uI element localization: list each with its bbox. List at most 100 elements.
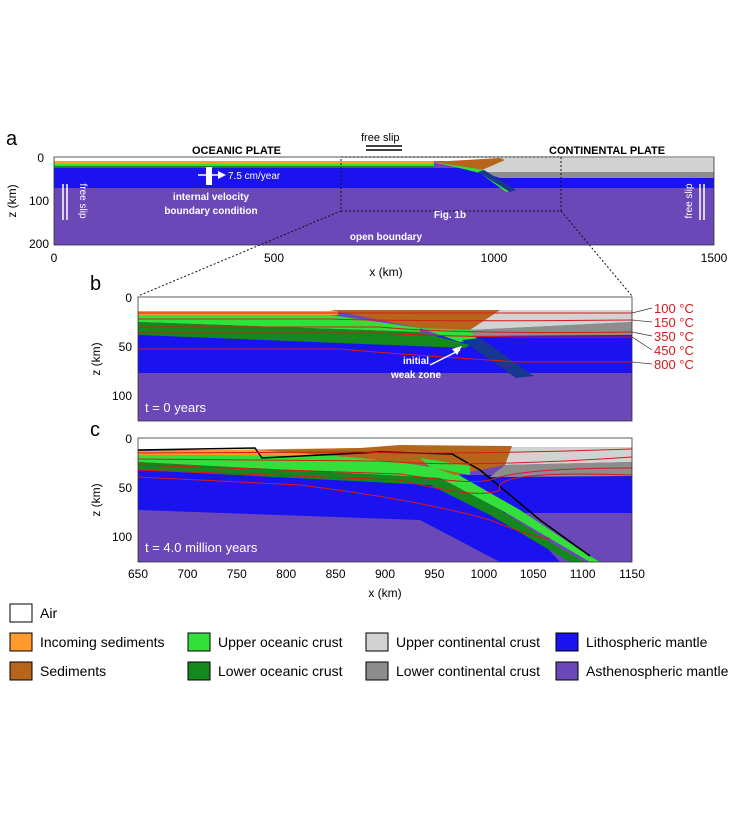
xtick: 800 [276,567,296,581]
panel-a-letter: a [6,128,18,150]
isotherm-label: 800 °C [654,357,694,372]
legend-label: Lower continental crust [396,663,540,679]
time-label-c: t = 4.0 million years [145,540,258,555]
xtick: 1050 [520,567,547,581]
panel-a-ylabel: z (km) [5,184,19,217]
panel-c-xticks: 650 700 750 800 850 900 950 1000 1050 1100 1150 [128,567,645,581]
legend-swatch [555,661,579,681]
slab-crust [434,162,512,192]
panel-c-domain [137,437,633,563]
xtick: 500 [264,251,284,265]
upper-continental-crust-region [432,158,714,172]
panel-a-yticks: 0 100 200 [29,151,49,251]
legend-label: Lower oceanic crust [218,663,343,679]
panel-c-xlabel: x (km) [368,586,401,600]
isotherm-labels: 100 °C 150 °C 350 °C 450 °C 800 °C [631,301,694,372]
xtick: 850 [326,567,346,581]
ytick: 50 [119,481,133,495]
panel-b-domain [137,296,633,422]
panel-a-frame [53,156,715,246]
sediment-wedge [330,310,500,330]
xtick: 950 [424,567,444,581]
velocity-bar [206,167,212,185]
isotherm-line [137,469,633,494]
ytick: 200 [29,237,49,251]
ytick: 100 [112,389,132,403]
legend-swatch [555,632,579,652]
ytick: 50 [119,340,133,354]
top-free-slip-label: free slip [361,132,400,144]
lower-oceanic-crust-region [54,166,434,168]
panel-c-frame [137,437,633,563]
weak-zone-label-1: initial [403,356,429,367]
legend-label: Lithospheric mantle [586,634,708,650]
isotherm-line [138,326,633,333]
incoming-sediments-region [54,161,434,164]
xtick: 700 [177,567,197,581]
ytick: 100 [112,530,132,544]
legend: Air Incoming sediments Sediments Upper ocea… [9,603,729,681]
xtick: 900 [375,567,395,581]
isotherm-label: 150 °C [654,315,694,330]
internal-bc-label-2: boundary condition [164,206,257,217]
weak-zone-label-2: weak zone [390,370,441,381]
legend-label: Sediments [40,663,106,679]
xtick: 1000 [470,567,497,581]
xtick: 750 [227,567,247,581]
panel-c-letter: c [90,419,100,441]
ytick: 100 [29,194,49,208]
xtick: 1000 [481,251,508,265]
panel-c-ylabel: z (km) [89,483,103,516]
isotherms-c [137,448,633,539]
xtick: 650 [128,567,148,581]
zoom-box [340,156,562,212]
ytick: 0 [37,151,44,165]
legend-label: Incoming sediments [40,634,165,650]
zoom-connector-left [137,210,342,297]
oceanic-plate-label: OCEANIC PLATE [192,145,281,157]
xtick: 0 [51,251,58,265]
zoom-connector-right [560,210,633,297]
isotherm-line [138,318,633,322]
isotherm-line [137,464,633,483]
ytick: 0 [125,291,132,305]
isotherm-label: 100 °C [654,301,694,316]
panel-b-ylabel: z (km) [89,342,103,375]
panel-b-letter: b [90,273,101,295]
air-region [138,297,632,311]
panel-a-xticks: 0 500 1000 1500 [51,251,728,265]
legend-swatch [365,661,389,681]
isotherm-line [138,348,632,363]
isotherm-line [137,448,633,454]
air-region [54,157,714,161]
sediment-wedge [432,158,505,170]
time-label-b: t = 0 years [145,400,207,415]
legend-swatch [9,603,33,623]
isotherm-label: 450 °C [654,343,694,358]
isotherm-label: 350 °C [654,329,694,344]
lower-continental-crust-region [480,172,714,178]
upper-oceanic-crust-region [138,455,600,562]
isotherm-line [137,456,633,465]
weak-zone-a [478,170,516,192]
legend-swatch [187,632,211,652]
legend-label: Asthenospheric mantle [586,663,729,679]
left-free-slip-label: free slip [77,183,88,218]
legend-swatch [187,661,211,681]
internal-bc-label-1: internal velocity [173,192,250,203]
velocity-label: 7.5 cm/year [228,171,281,182]
initial-weak-zone [462,338,534,378]
panel-b-frame [137,296,633,422]
xtick: 1150 [619,567,645,581]
legend-label: Upper continental crust [396,634,540,650]
legend-swatch [365,632,389,652]
legend-label: Air [40,605,57,621]
continental-plate-label: CONTINENTAL PLATE [549,145,665,157]
legend-label: Upper oceanic crust [218,634,343,650]
panel-c-yticks: 0 50 100 [112,432,132,544]
upper-oceanic-crust-region [54,164,434,166]
velocity-arrow [218,171,226,179]
isotherms-b [138,312,633,363]
ytick: 0 [125,432,132,446]
